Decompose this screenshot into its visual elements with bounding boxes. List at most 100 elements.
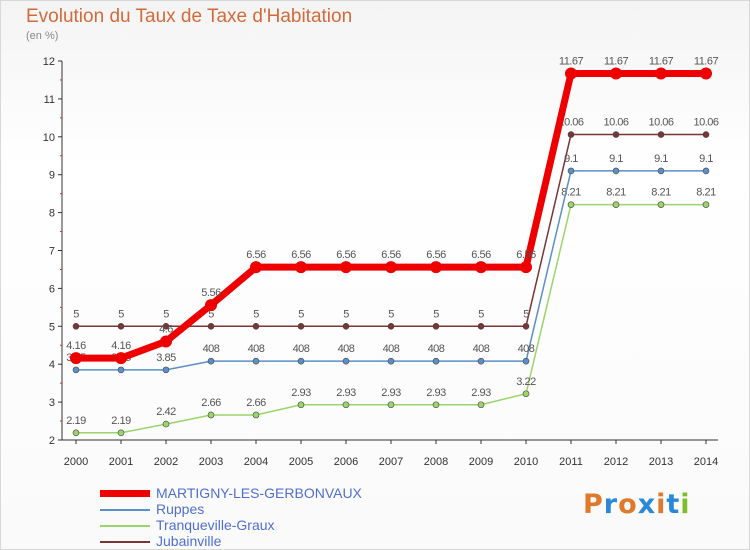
x-tick-label: 2009 xyxy=(469,456,493,468)
data-point-ruppes xyxy=(297,357,305,365)
legend-swatch xyxy=(100,490,150,497)
y-tick-label: 8 xyxy=(49,208,55,220)
logo-letter: r xyxy=(603,489,619,520)
logo-letter: o xyxy=(618,489,638,520)
data-point-martigny-les-gerbonvaux xyxy=(70,352,82,365)
data-point-jubainville xyxy=(702,131,710,138)
data-label-jubainville: 5 xyxy=(253,308,259,320)
data-point-jubainville xyxy=(387,322,395,330)
data-point-tranqueville-graux xyxy=(612,201,620,208)
data-label-ruppes: 408 xyxy=(383,343,400,355)
data-point-ruppes xyxy=(432,357,440,365)
data-point-martigny-les-gerbonvaux xyxy=(610,67,622,80)
x-tick-label: 2001 xyxy=(109,456,133,468)
x-tick-label: 2008 xyxy=(424,456,448,468)
data-label-jubainville: 5 xyxy=(118,308,124,320)
data-point-martigny-les-gerbonvaux xyxy=(475,261,487,274)
y-tick-label: 6 xyxy=(49,283,55,295)
data-label-tranqueville-graux: 2.93 xyxy=(426,387,446,399)
data-label-jubainville: 10.06 xyxy=(558,117,583,129)
data-point-martigny-les-gerbonvaux xyxy=(520,261,532,274)
data-point-jubainville xyxy=(612,131,620,138)
x-tick-label: 2007 xyxy=(379,456,403,468)
x-tick-label: 2014 xyxy=(694,456,718,468)
line-chart: 2 3 4 5 6 7 8 9 10 11 12 2000 2001 2002 2003 2004 2005 20… xyxy=(43,56,720,468)
data-point-jubainville xyxy=(657,131,665,138)
data-point-jubainville xyxy=(117,322,125,330)
data-label-tranqueville-graux: 2.19 xyxy=(111,415,131,427)
x-tick-label: 2011 xyxy=(559,456,583,468)
chart-title: Evolution du Taux de Taxe d'Habitation xyxy=(26,6,353,27)
data-point-jubainville xyxy=(297,322,305,330)
data-point-ruppes xyxy=(612,167,620,175)
legend-label: Tranqueville-Graux xyxy=(156,517,275,533)
data-label-tranqueville-graux: 3.22 xyxy=(516,376,536,388)
data-label-tranqueville-graux: 2.19 xyxy=(66,415,86,427)
data-label-martigny-les-gerbonvaux: 6.56 xyxy=(246,249,266,261)
data-label-martigny-les-gerbonvaux: 6.56 xyxy=(336,249,356,261)
data-label-tranqueville-graux: 2.66 xyxy=(201,397,221,409)
data-point-ruppes xyxy=(387,357,395,365)
data-point-jubainville xyxy=(162,322,170,330)
data-point-jubainville xyxy=(522,322,530,330)
data-point-tranqueville-graux xyxy=(657,201,665,208)
data-label-jubainville: 5 xyxy=(343,308,349,320)
data-label-tranqueville-graux: 2.93 xyxy=(291,387,311,399)
data-label-jubainville: 10.06 xyxy=(603,117,628,129)
x-tick-label: 2013 xyxy=(649,456,673,468)
data-label-ruppes: 3.85 xyxy=(156,352,176,364)
data-point-martigny-les-gerbonvaux xyxy=(340,261,352,274)
data-point-ruppes xyxy=(567,167,575,175)
data-label-martigny-les-gerbonvaux: 4.6 xyxy=(159,323,173,335)
data-label-tranqueville-graux: 2.93 xyxy=(471,387,491,399)
data-label-jubainville: 5 xyxy=(163,308,169,320)
legend-label: MARTIGNY-LES-GERBONVAUX xyxy=(156,485,362,501)
data-label-jubainville: 5 xyxy=(388,308,394,320)
data-point-martigny-les-gerbonvaux xyxy=(565,67,577,80)
data-point-martigny-les-gerbonvaux xyxy=(700,67,712,80)
data-point-ruppes xyxy=(252,357,260,365)
data-label-jubainville: 5 xyxy=(73,308,79,320)
data-label-jubainville: 5 xyxy=(208,308,214,320)
data-label-jubainville: 10.06 xyxy=(693,117,718,129)
logo-letter: P xyxy=(583,489,604,520)
data-point-tranqueville-graux xyxy=(117,429,125,437)
legend-swatch xyxy=(100,525,150,527)
data-point-martigny-les-gerbonvaux xyxy=(655,67,667,80)
data-label-ruppes: 9.1 xyxy=(654,153,668,165)
data-point-tranqueville-graux xyxy=(432,401,440,409)
x-tick-label: 2005 xyxy=(289,456,313,468)
legend-swatch xyxy=(100,541,150,543)
data-label-ruppes: 408 xyxy=(338,343,355,355)
data-point-martigny-les-gerbonvaux xyxy=(430,261,442,274)
data-point-tranqueville-graux xyxy=(72,429,80,437)
data-point-tranqueville-graux xyxy=(297,401,305,409)
proxiti-logo: Proxiti xyxy=(583,489,691,520)
legend-swatch xyxy=(100,509,150,511)
data-label-ruppes: 408 xyxy=(248,343,265,355)
data-point-ruppes xyxy=(342,357,350,365)
y-tick-label: 9 xyxy=(49,170,55,182)
data-label-martigny-les-gerbonvaux: 6.56 xyxy=(381,249,401,261)
data-label-martigny-les-gerbonvaux: 11.67 xyxy=(604,56,629,68)
data-point-jubainville xyxy=(207,322,215,330)
x-tick-label: 2012 xyxy=(604,456,628,468)
data-label-ruppes: 408 xyxy=(203,343,220,355)
data-label-ruppes: 408 xyxy=(473,343,490,355)
data-point-martigny-les-gerbonvaux xyxy=(295,261,307,274)
data-label-ruppes: 408 xyxy=(518,343,535,355)
data-point-tranqueville-graux xyxy=(567,201,575,208)
data-point-ruppes xyxy=(162,366,170,374)
data-label-martigny-les-gerbonvaux: 11.67 xyxy=(694,56,719,68)
logo-letter: x xyxy=(637,489,657,520)
data-label-ruppes: 408 xyxy=(428,343,445,355)
data-label-tranqueville-graux: 8.21 xyxy=(651,187,671,199)
data-label-martigny-les-gerbonvaux: 11.67 xyxy=(559,56,584,68)
data-point-martigny-les-gerbonvaux xyxy=(115,352,127,365)
data-point-tranqueville-graux xyxy=(477,401,485,409)
data-label-martigny-les-gerbonvaux: 6.56 xyxy=(516,249,536,261)
data-point-tranqueville-graux xyxy=(387,401,395,409)
data-label-tranqueville-graux: 2.93 xyxy=(336,387,356,399)
data-point-jubainville xyxy=(432,322,440,330)
